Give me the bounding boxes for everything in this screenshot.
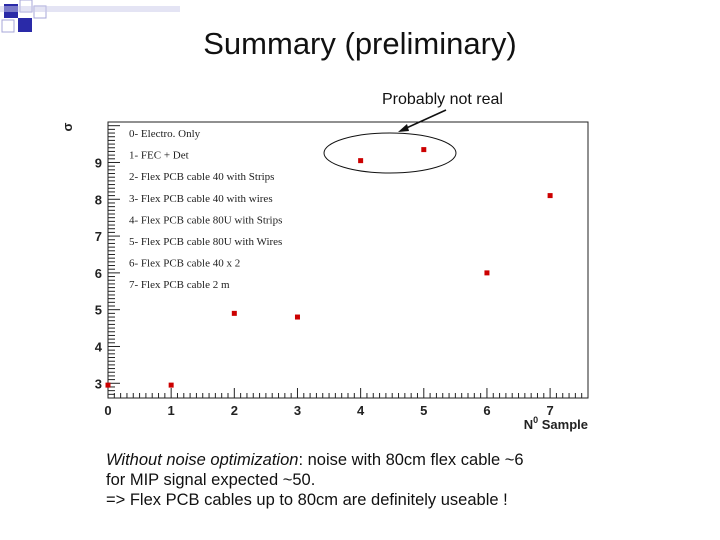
legend-entry: 1- FEC + Det (129, 150, 189, 162)
x-tick-label: 4 (357, 403, 365, 418)
data-point (294, 314, 300, 320)
slide-corner-decoration (0, 0, 180, 33)
x-tick-label: 1 (168, 403, 175, 418)
y-tick-label: 8 (95, 192, 102, 207)
y-tick-label: 4 (95, 339, 103, 354)
deco-square-dark (18, 18, 32, 32)
data-point (358, 158, 364, 164)
caption-emphasis: Without noise optimization (106, 451, 299, 469)
y-tick-label: 7 (95, 229, 102, 244)
x-axis-label: N0 Sample (524, 415, 588, 432)
legend-entry: 0- Electro. Only (129, 128, 201, 140)
caption-line-1-rest: : noise with 80cm flex cable ~6 (298, 451, 524, 469)
legend-entry: 2- Flex PCB cable 40 with Strips (129, 171, 274, 183)
data-point (421, 147, 427, 153)
deco-square-outline (1, 19, 15, 33)
legend-entry: 5- Flex PCB cable 80U with Wires (129, 236, 282, 248)
callout-label: Probably not real (382, 91, 503, 108)
chart-legend: 0- Electro. Only 1- FEC + Det 2- Flex PCB … (129, 128, 282, 291)
legend-entry: 6- Flex PCB cable 40 x 2 (129, 258, 240, 270)
x-tick-label: 2 (231, 403, 238, 418)
y-tick-label: 6 (95, 266, 102, 281)
data-point (105, 382, 111, 388)
caption-line-3: => Flex PCB cables up to 80cm are defini… (106, 491, 508, 509)
data-point (484, 270, 490, 276)
x-tick-label: 3 (294, 403, 301, 418)
caption-line-2: for MIP signal expected ~50. (106, 471, 316, 489)
deco-stripe (0, 6, 180, 12)
legend-entry: 4- Flex PCB cable 80U with Strips (129, 214, 282, 226)
data-point (231, 310, 237, 316)
x-tick-label: 0 (104, 403, 111, 418)
y-tick-label: 3 (95, 376, 102, 391)
callout-arrow (398, 109, 447, 132)
data-point (547, 193, 553, 199)
legend-entry: 7- Flex PCB cable 2 m (129, 279, 230, 291)
slide-title: Summary (preliminary) (203, 26, 517, 61)
legend-entry: 3- Flex PCB cable 40 with wires (129, 193, 273, 205)
x-tick-label: 5 (420, 403, 427, 418)
caption-line-1: Without noise optimization: noise with 8… (106, 450, 706, 470)
chart-points (105, 147, 553, 388)
x-tick-label: 6 (483, 403, 490, 418)
y-axis-label: σ (60, 122, 75, 131)
slide-caption: Without noise optimization: noise with 8… (106, 450, 706, 510)
data-point (168, 382, 174, 388)
x-tick-label: 7 (546, 403, 553, 418)
callout-ellipse (323, 132, 457, 174)
y-tick-label: 9 (95, 155, 102, 170)
y-tick-label: 5 (95, 303, 102, 318)
